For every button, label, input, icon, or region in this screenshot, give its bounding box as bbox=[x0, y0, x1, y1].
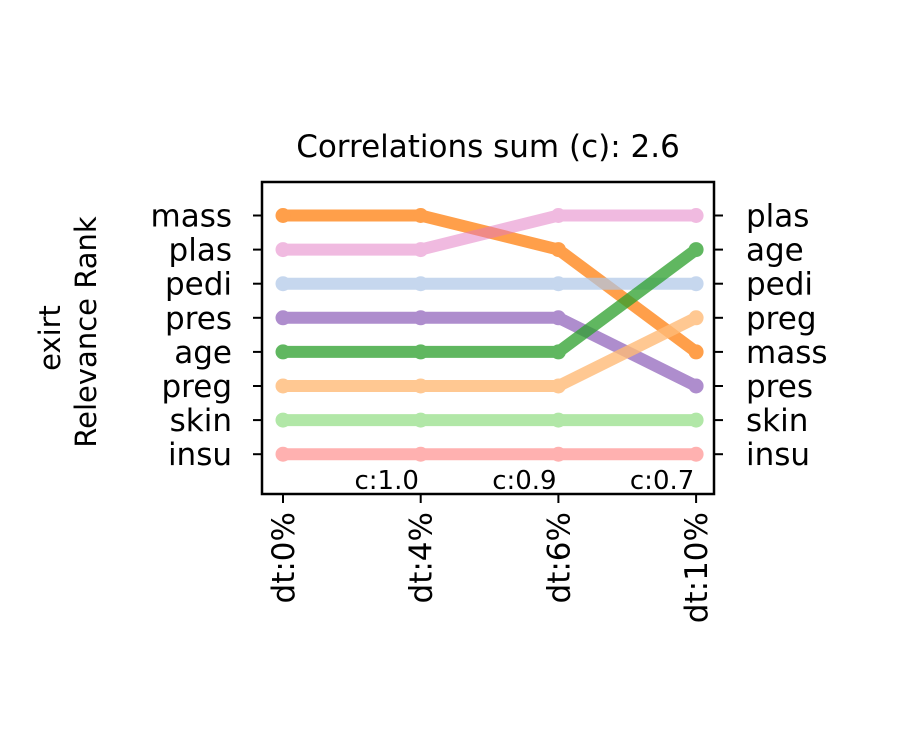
series-point-pedi bbox=[550, 276, 566, 292]
y-axis-label-line1: exirt bbox=[33, 305, 67, 371]
series-pedi bbox=[275, 276, 704, 292]
x-tick-label: dt:0% bbox=[266, 512, 302, 603]
left-tick-label: mass bbox=[151, 199, 233, 235]
x-tick-label: dt:4% bbox=[404, 512, 440, 603]
series-point-skin bbox=[688, 412, 704, 428]
correlation-labels: c:1.0 c:0.9 c:0.7 bbox=[354, 466, 694, 496]
series-point-pres bbox=[688, 378, 704, 394]
right-tick-label: plas bbox=[746, 199, 809, 235]
right-tick-label: age bbox=[746, 233, 804, 269]
right-tick-label: pedi bbox=[746, 267, 813, 303]
series-point-pres bbox=[550, 310, 566, 326]
x-tick-label: dt:10% bbox=[679, 512, 715, 623]
series-age bbox=[275, 242, 704, 360]
left-tick-label: pedi bbox=[165, 267, 232, 303]
series-point-age bbox=[275, 344, 291, 360]
x-tick-label: dt:6% bbox=[541, 512, 577, 603]
plot-frame bbox=[260, 180, 716, 496]
series-point-pres bbox=[275, 310, 291, 326]
series-point-plas bbox=[275, 242, 291, 258]
series-line-age bbox=[283, 244, 700, 358]
series-point-plas bbox=[413, 242, 429, 258]
left-tick-label: insu bbox=[168, 437, 232, 473]
series-point-preg bbox=[413, 378, 429, 394]
series-point-age bbox=[688, 242, 704, 258]
series-point-age bbox=[413, 344, 429, 360]
series-point-pedi bbox=[413, 276, 429, 292]
right-tick-label: mass bbox=[746, 335, 828, 371]
series-point-mass bbox=[275, 208, 291, 223]
series-line-plas bbox=[283, 209, 697, 256]
series-point-plas bbox=[688, 208, 704, 223]
chart-title: Correlations sum (c): 2.6 bbox=[296, 129, 680, 165]
axes: massplaspedipresagepregskininsuplasagepe… bbox=[151, 180, 828, 623]
series-layer bbox=[275, 208, 704, 462]
series-point-pedi bbox=[688, 276, 704, 292]
y-axis-label: exirt Relevance Rank bbox=[33, 216, 103, 448]
series-point-preg bbox=[688, 310, 704, 326]
series-point-skin bbox=[413, 412, 429, 428]
left-tick-label: skin bbox=[170, 403, 232, 439]
left-tick-label: preg bbox=[162, 369, 233, 405]
right-tick-label: pres bbox=[746, 369, 813, 405]
series-plas bbox=[275, 208, 704, 258]
series-skin bbox=[275, 412, 704, 428]
series-point-skin bbox=[275, 412, 291, 428]
series-point-pedi bbox=[275, 276, 291, 292]
right-tick-label: preg bbox=[746, 301, 817, 337]
left-tick-label: plas bbox=[169, 233, 232, 269]
series-point-mass bbox=[550, 242, 566, 258]
series-point-plas bbox=[550, 208, 566, 223]
series-point-pres bbox=[413, 310, 429, 326]
series-point-insu bbox=[413, 446, 429, 462]
series-point-mass bbox=[413, 208, 429, 223]
series-line-preg bbox=[283, 312, 699, 392]
correlation-label: c:0.7 bbox=[630, 466, 694, 496]
series-point-insu bbox=[550, 446, 566, 462]
series-point-preg bbox=[275, 378, 291, 394]
left-tick-label: pres bbox=[165, 301, 232, 337]
series-point-mass bbox=[688, 344, 704, 360]
series-point-skin bbox=[550, 412, 566, 428]
series-point-preg bbox=[550, 378, 566, 394]
right-tick-label: insu bbox=[746, 437, 810, 473]
correlation-label: c:0.9 bbox=[492, 466, 556, 496]
series-point-insu bbox=[275, 446, 291, 462]
correlation-label: c:1.0 bbox=[354, 466, 418, 496]
left-tick-label: age bbox=[174, 335, 232, 371]
y-axis-label-line2: Relevance Rank bbox=[69, 216, 103, 448]
series-preg bbox=[275, 310, 704, 394]
series-insu bbox=[275, 446, 704, 462]
series-point-insu bbox=[688, 446, 704, 462]
right-tick-label: skin bbox=[746, 403, 808, 439]
series-point-age bbox=[550, 344, 566, 360]
